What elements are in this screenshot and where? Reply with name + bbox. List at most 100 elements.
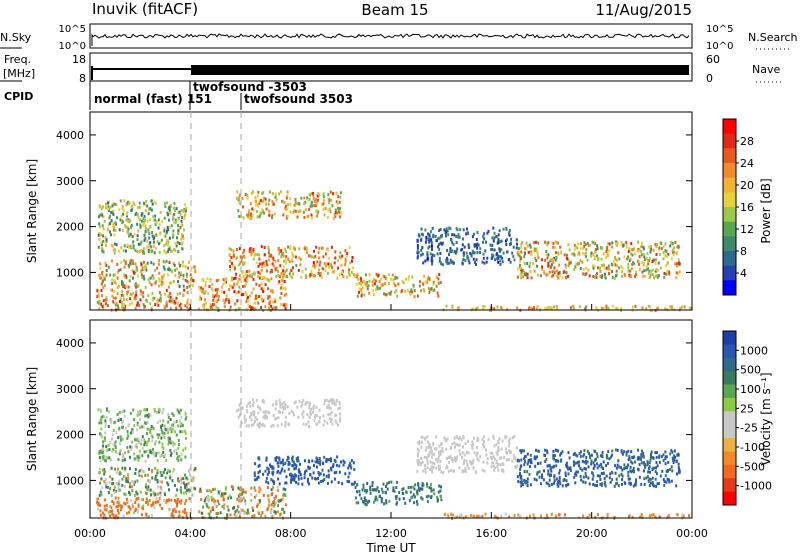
data-cell <box>326 481 329 485</box>
data-cell <box>163 499 166 502</box>
data-cell <box>283 401 286 404</box>
data-cell <box>300 196 303 200</box>
data-cell <box>654 274 657 278</box>
data-cell <box>114 496 117 500</box>
data-cell <box>496 305 499 309</box>
data-cell <box>200 489 202 493</box>
freq-label-line1: Freq. <box>4 53 31 66</box>
data-cell <box>663 480 666 483</box>
data-cell <box>494 514 496 518</box>
data-cell <box>280 190 282 194</box>
data-cell <box>431 455 433 459</box>
data-cell <box>154 466 157 470</box>
data-cell <box>252 287 255 291</box>
data-cell <box>148 236 151 240</box>
data-cell <box>117 482 120 486</box>
data-cell <box>290 269 293 273</box>
data-cell <box>409 490 412 494</box>
data-cell <box>204 497 207 501</box>
data-cell <box>213 501 216 505</box>
data-cell <box>143 238 146 242</box>
data-cell <box>168 268 171 272</box>
data-cell <box>121 305 124 309</box>
data-cell <box>282 200 285 204</box>
data-cell <box>559 251 562 255</box>
data-cell <box>534 456 537 460</box>
data-cell <box>358 489 361 493</box>
data-cell <box>257 411 260 415</box>
data-cell <box>497 233 500 237</box>
data-cell <box>335 200 338 204</box>
data-cell <box>302 210 305 214</box>
data-cell <box>652 248 655 252</box>
data-cell <box>388 291 391 295</box>
data-cell <box>282 507 285 511</box>
data-cell <box>238 277 241 281</box>
data-cell <box>344 263 347 267</box>
data-cell <box>467 467 470 470</box>
data-cell <box>132 246 135 250</box>
data-cell <box>526 470 529 474</box>
data-cell <box>326 248 329 252</box>
data-cell <box>461 451 464 455</box>
data-cell <box>424 470 427 474</box>
data-cell <box>433 288 436 292</box>
data-cell <box>630 252 633 256</box>
data-cell <box>127 227 130 231</box>
data-cell <box>179 213 182 217</box>
data-cell <box>558 476 561 480</box>
data-cell <box>131 269 134 273</box>
data-cell <box>276 510 279 514</box>
data-cell <box>319 459 322 463</box>
data-cell <box>142 295 145 299</box>
data-cell <box>654 451 657 455</box>
data-cell <box>229 265 232 268</box>
data-cell <box>322 198 325 202</box>
data-cell <box>429 483 432 487</box>
data-cell <box>259 488 262 492</box>
data-cell <box>322 192 325 196</box>
data-cell <box>98 274 101 278</box>
data-cell <box>662 453 665 457</box>
data-cell <box>149 488 152 492</box>
data-cell <box>587 268 590 272</box>
data-cell <box>556 241 559 245</box>
data-cell <box>150 425 153 428</box>
data-cell <box>135 290 138 294</box>
data-cell <box>278 458 281 462</box>
data-cell <box>536 250 539 254</box>
data-cell <box>201 511 203 515</box>
data-cell <box>376 486 379 490</box>
data-cell <box>233 276 236 280</box>
data-cell <box>149 451 152 454</box>
data-cell <box>593 241 596 245</box>
data-cell <box>185 499 188 502</box>
data-cell <box>542 478 545 482</box>
data-cell <box>340 263 343 267</box>
data-cell <box>267 278 270 282</box>
data-cell <box>342 459 345 463</box>
data-cell <box>140 270 143 274</box>
data-cell <box>482 235 485 239</box>
data-cell <box>448 469 451 473</box>
data-cell <box>491 451 494 455</box>
data-cell <box>274 192 277 196</box>
data-cell <box>565 483 568 487</box>
data-cell <box>526 480 529 484</box>
data-cell <box>492 434 495 438</box>
data-cell <box>658 246 661 250</box>
data-cell <box>231 261 233 265</box>
data-cell <box>649 481 652 485</box>
data-cell <box>674 262 677 266</box>
data-cell <box>432 441 435 445</box>
data-cell <box>275 400 278 404</box>
data-cell <box>189 473 191 477</box>
data-cell <box>103 498 106 502</box>
data-cell <box>465 232 468 236</box>
data-cell <box>166 499 169 503</box>
data-cell <box>537 254 539 257</box>
data-cell <box>119 199 122 203</box>
data-cell <box>246 196 249 200</box>
data-cell <box>131 428 134 431</box>
data-cell <box>627 250 630 254</box>
